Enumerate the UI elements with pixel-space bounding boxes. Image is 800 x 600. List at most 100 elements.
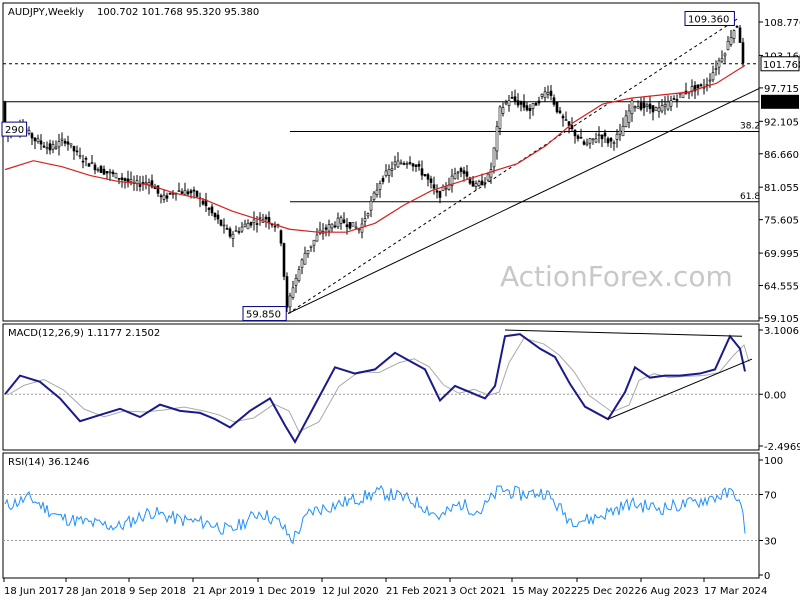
candle-body [39,140,43,145]
candle-body [606,138,610,144]
candle-body [489,169,493,178]
candle-body [528,108,532,111]
candle-body [258,216,262,219]
price-layer: 38.2 61.8 109.360 59.850 290 [1,10,760,322]
candle-body [531,103,535,109]
candle-body [342,219,346,224]
candle-body [429,178,433,183]
candle-body [540,93,544,97]
candle-body [300,259,304,268]
candle-body [339,217,343,224]
candle-body [237,231,241,233]
candle-body [246,223,250,230]
candle-body [327,224,331,232]
candle-body [537,100,541,104]
candle-body [474,183,478,187]
candle-body [105,171,109,174]
candle-body [126,178,130,182]
candle-body [546,92,550,95]
price-y-tick-label: 64.555 [764,282,799,293]
moving-average-line [4,64,746,233]
x-axis-label: 9 Sep 2018 [129,586,186,597]
candle-body [117,177,121,180]
candle-body [414,164,418,167]
candle-body [645,104,649,107]
candle-body [729,37,733,45]
x-axis-label: 1 Dec 2019 [258,586,316,597]
candle-body [318,229,322,234]
chart-ohlc: 100.702 101.768 95.320 95.380 [97,7,259,18]
candle-body [210,206,214,214]
candle-body [543,91,547,98]
last-price-label: 101.760 [763,60,800,71]
macd-trend-line-top [504,329,743,337]
candle-body [732,30,736,39]
candle-body [171,193,175,195]
candle-body [228,228,232,237]
candle-body [81,160,85,163]
candle-body [315,234,319,242]
x-axis-label: 15 May 2022 [512,586,577,597]
macd-label: MACD(12,26,9) 1.1177 2.1502 [8,328,160,339]
macd-y-tick-label: 0.00 [764,390,786,401]
candle-body [168,192,172,195]
candle-body [354,226,358,229]
candle-body [741,42,745,64]
candle-body [423,174,427,177]
candle-body [486,173,490,181]
candle-body [297,269,301,281]
fib-label: 61.8 [740,192,760,202]
rsi-y-tick-label: 100 [764,456,783,467]
candle-body [450,175,454,186]
candle-body [240,226,244,232]
candle-body [456,171,460,174]
candle-body [726,40,730,51]
macd-y-tick-label: -2.4969 [764,442,800,453]
macd-panel [2,323,760,451]
candle-body [621,126,625,137]
candle-body [363,218,367,222]
candle-body [138,184,142,187]
x-axis-label: 21 Feb 2021 [386,586,448,597]
candle-body [66,141,70,145]
candle-body [699,84,703,86]
candle-body [282,243,286,277]
candle-body [648,103,652,109]
candle-body [411,163,415,167]
candle-body [201,200,205,205]
chart-symbol: AUDJPY,Weekly [8,7,84,18]
candle-body [75,150,79,153]
price-y-tick-label: 92.105 [764,117,799,128]
macd-signal-line [8,337,750,433]
candle-body [180,191,184,194]
candle-body [225,228,229,230]
candle-body [387,169,391,176]
candle-body [156,185,160,194]
candle-body [348,222,352,229]
candle-body [207,207,211,210]
candle-body [468,177,472,184]
candle-body [294,278,298,286]
rsi-y-tick-label: 30 [764,537,777,548]
x-axis-label: 25 Dec 2022 [577,586,641,597]
candle-body [54,146,58,149]
candle-body [30,133,34,139]
candle-body [111,171,115,175]
candle-body [408,162,412,164]
candle-body [33,137,37,142]
rsi-panel [2,452,760,579]
candle-body [576,135,580,139]
current-price-label: 95.380 [763,98,798,109]
high-label-box [684,10,735,26]
candle-body [285,276,289,308]
price-panel [2,2,760,322]
candle-body [162,194,166,200]
candle-body [114,173,118,179]
macd-layer [3,329,759,444]
candle-body [120,177,124,180]
candle-body [213,213,217,218]
candle-body [624,115,628,128]
candle-body [735,25,739,28]
candle-body [582,141,586,145]
